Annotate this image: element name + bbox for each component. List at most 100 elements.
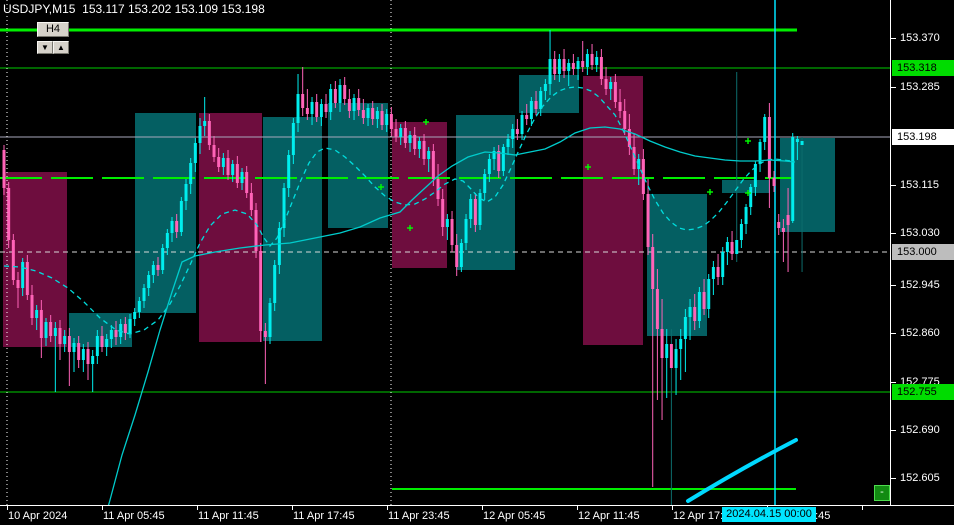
h4-box-bull: [722, 180, 770, 193]
candle-bull: [72, 343, 76, 352]
candle-bear: [259, 251, 263, 331]
candle-bull: [753, 164, 757, 187]
price-level-badge-white: 153.198: [892, 129, 954, 145]
candle-bear: [245, 172, 249, 193]
candle-bull: [506, 139, 510, 147]
candle-bull: [375, 111, 379, 119]
timeframe-h4-button[interactable]: H4: [37, 22, 69, 37]
price-label: 152.860: [900, 327, 940, 339]
candle-bull: [483, 174, 487, 193]
candle-bear: [403, 128, 407, 143]
time-tick: [292, 506, 293, 510]
candle-bear: [217, 157, 221, 167]
candle-bull: [240, 172, 244, 183]
time-tick: [387, 506, 388, 510]
candle-bull: [109, 330, 113, 339]
chart-title-ohlc: USDJPY,M15 153.117 153.202 153.109 153.1…: [3, 2, 265, 16]
candle-bear: [77, 343, 81, 360]
candle-bull: [170, 221, 174, 233]
price-axis[interactable]: 153.370 153.318 153.285 153.198 153.115 153.0…: [890, 0, 954, 505]
time-tick: [102, 506, 103, 510]
candle-bull: [147, 275, 151, 288]
candle-bull: [203, 121, 207, 126]
candle-bear: [58, 328, 62, 344]
candle-bull: [721, 252, 725, 277]
candle-bull: [543, 84, 547, 91]
candle-bull: [385, 114, 389, 125]
horizontal-lines: [0, 28, 890, 490]
price-tick: [891, 233, 896, 234]
candle-bull: [338, 85, 342, 103]
time-tick: [862, 506, 863, 510]
price-tick: [891, 430, 896, 431]
price-tick: [891, 38, 896, 39]
candle-bull: [567, 63, 571, 71]
timeframe-panel: H4 ▼ ▲: [37, 19, 69, 55]
candle-bear: [618, 102, 622, 111]
candle-bear: [16, 280, 20, 288]
price-level-badge-green: 153.318: [892, 60, 954, 76]
trade-markers: [378, 119, 751, 231]
time-label: 12 Apr 05:45: [483, 510, 546, 522]
candle-bull: [310, 102, 314, 114]
candle-bull: [520, 115, 524, 134]
candle-bull: [329, 89, 333, 112]
candle-bull: [665, 344, 669, 358]
trend-line[interactable]: [686, 438, 798, 503]
candle-bull: [585, 54, 589, 67]
candle-bear: [123, 324, 127, 333]
candle-bear: [581, 61, 585, 67]
candle-bull: [576, 61, 580, 69]
candle-bull: [688, 307, 692, 317]
time-label: 12 Apr 17:45: [673, 510, 736, 522]
candle-bull: [548, 59, 552, 84]
candle-bear: [604, 79, 608, 89]
arrow-down-button[interactable]: ▼: [37, 41, 53, 54]
candle-bear: [212, 145, 216, 157]
candle-bull: [595, 57, 599, 65]
candle-bear: [441, 199, 445, 227]
time-tick: [577, 506, 578, 510]
candle-bull: [53, 328, 57, 336]
arrow-up-button[interactable]: ▲: [53, 41, 69, 54]
candle-bull: [193, 143, 197, 163]
price-tick: [891, 87, 896, 88]
candle-bull: [287, 155, 291, 188]
price-tick: [891, 185, 896, 186]
candle-bear: [450, 219, 454, 245]
candle-bear: [389, 114, 393, 129]
candle-bear: [86, 349, 90, 364]
candles: [2, 30, 804, 505]
candle-bull: [137, 301, 141, 312]
price-label: 153.370: [900, 32, 940, 44]
candle-bull: [408, 135, 412, 143]
candle-bear: [315, 102, 319, 117]
candle-bull: [35, 310, 39, 318]
collapse-button[interactable]: -: [874, 485, 890, 501]
chart-canvas[interactable]: [0, 0, 890, 505]
candle-bear: [767, 117, 771, 178]
candle-bull: [511, 129, 515, 139]
ma-slow-line: [107, 126, 796, 505]
candle-bull: [711, 267, 715, 279]
candle-bull: [539, 91, 543, 109]
candle-bull: [469, 199, 473, 219]
candle-bear: [632, 147, 636, 169]
time-label: 11 Apr 23:45: [388, 510, 450, 522]
ma-fast-dashed-line: [3, 86, 792, 335]
time-axis[interactable]: 10 Apr 2024 11 Apr 05:45 11 Apr 11:45 11 Ap…: [0, 505, 954, 525]
candle-bull: [487, 159, 491, 174]
candle-bear: [361, 110, 365, 118]
candle-bear: [613, 82, 617, 102]
candle-bear: [599, 57, 603, 79]
week-open-time-badge: 2024.04.15 00:00: [722, 507, 816, 522]
price-level-badge-green: 152.755: [892, 384, 954, 400]
candle-bear: [571, 63, 575, 69]
candle-bear: [590, 54, 594, 65]
candle-bull: [282, 188, 286, 228]
candle-bull: [697, 292, 701, 321]
candle-bear: [207, 121, 211, 145]
candle-bull: [105, 339, 109, 347]
candle-bear: [646, 194, 650, 247]
